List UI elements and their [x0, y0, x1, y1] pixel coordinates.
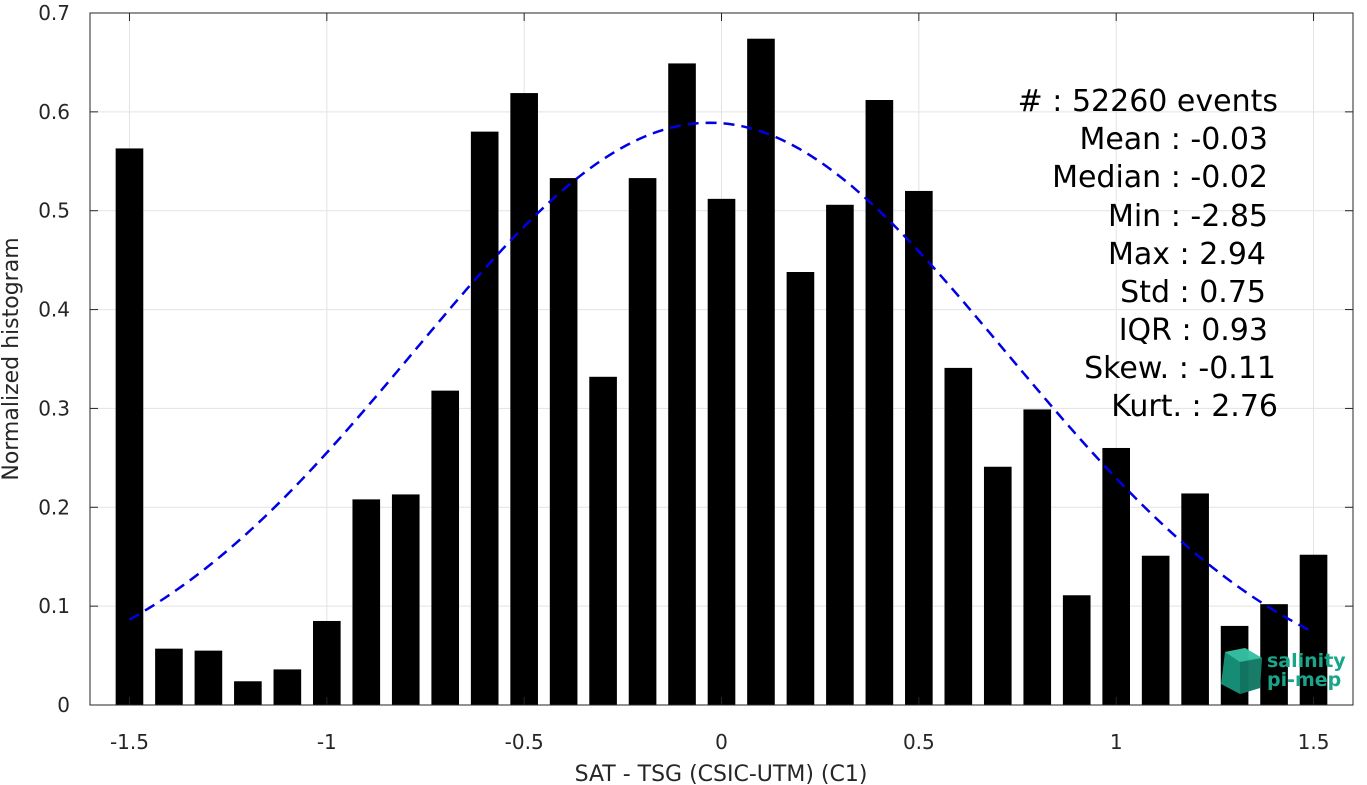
histogram-bar	[194, 650, 223, 705]
histogram-bar	[312, 620, 341, 705]
axis-ticks	[90, 12, 1353, 706]
histogram-bar	[1181, 493, 1209, 705]
x-axis-title: SAT - TSG (CSIC-UTM) (C1)	[575, 762, 868, 785]
y-tick-label: 0.1	[38, 594, 70, 618]
histogram-bar	[431, 390, 460, 705]
histogram-bar	[1023, 409, 1052, 705]
bars	[115, 38, 1328, 706]
stat-skew: Skew. : -0.11	[1084, 351, 1276, 386]
histogram-bar	[747, 38, 775, 705]
stat-min: Min : -2.85	[1108, 199, 1268, 234]
histogram-bar	[668, 63, 696, 706]
x-tick-label: 1.5	[1298, 730, 1330, 754]
logo-cube-icon	[1221, 648, 1262, 694]
histogram-bar	[1141, 555, 1170, 705]
stat-events: # : 52260 events	[1018, 84, 1278, 119]
normal-fit-curve	[128, 121, 1315, 634]
x-tick-label: 0	[715, 730, 728, 754]
histogram-bar	[826, 204, 854, 706]
y-tick-label: 0.5	[38, 199, 70, 223]
histogram-bar	[707, 198, 736, 705]
stat-kurt: Kurt. : 2.76	[1111, 389, 1278, 424]
stat-iqr: IQR : 0.93	[1119, 313, 1268, 348]
y-tick-label: 0.3	[38, 396, 70, 420]
histogram-bar	[273, 669, 302, 705]
histogram-bar	[115, 148, 144, 706]
histogram-bar	[391, 494, 420, 705]
histogram-bar	[1260, 604, 1288, 705]
x-tick-labels: -1.5 -1 -0.5 0 0.5 1 1.5	[110, 730, 1329, 754]
x-tick-label: 1	[1110, 730, 1123, 754]
x-tick-label: -0.5	[505, 730, 544, 754]
histogram-bar	[905, 190, 933, 705]
stat-median: Median : -0.02	[1052, 160, 1268, 195]
stat-mean: Mean : -0.03	[1079, 122, 1268, 157]
logo-text-salinity: salinity	[1267, 650, 1346, 672]
histogram-bar	[1062, 595, 1091, 705]
histogram-bar	[470, 131, 499, 706]
histogram-bar	[352, 499, 381, 705]
stat-max: Max : 2.94	[1108, 237, 1266, 272]
y-tick-label: 0.2	[38, 495, 70, 519]
stats-annotation: # : 52260 events Mean : -0.03 Median : -…	[1018, 84, 1278, 424]
histogram-bar	[589, 376, 617, 705]
stat-std: Std : 0.75	[1120, 275, 1266, 310]
histogram-bar	[1102, 447, 1131, 705]
y-tick-labels: 0 0.1 0.2 0.3 0.4 0.5 0.6 0.7	[38, 1, 70, 717]
histogram-bar	[786, 272, 815, 705]
y-axis-title: Normalized histogram	[0, 237, 24, 480]
histogram-bar	[549, 178, 578, 705]
histogram-bar	[983, 466, 1012, 705]
x-tick-label: -1	[317, 730, 337, 754]
y-tick-label: 0.6	[38, 100, 70, 124]
histogram-bar	[155, 648, 183, 705]
histogram-bar	[234, 681, 262, 705]
histogram-bar	[628, 178, 657, 705]
x-tick-label: 0.5	[903, 730, 935, 754]
histogram-bar	[944, 367, 973, 705]
histogram-bar	[865, 99, 894, 706]
histogram-bar	[510, 93, 538, 706]
logo-text-pimep: pi-mep	[1267, 669, 1341, 691]
salinity-pi-mep-logo: salinity pi-mep	[1221, 648, 1346, 694]
x-tick-label: -1.5	[110, 730, 149, 754]
y-tick-label: 0.4	[38, 298, 70, 322]
y-tick-label: 0.7	[38, 1, 70, 25]
y-tick-label: 0	[57, 693, 70, 717]
histogram-bar	[1299, 554, 1328, 705]
